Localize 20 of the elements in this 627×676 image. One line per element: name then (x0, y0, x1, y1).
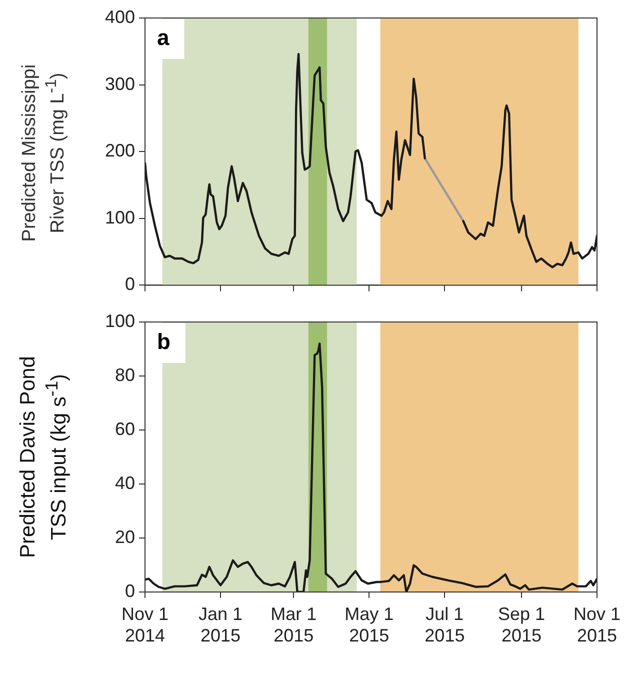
x-tick-label: Sep 1 2015 (498, 604, 545, 646)
x-tick-label: Nov 1 2014 (121, 604, 169, 646)
annotation: b (157, 329, 170, 354)
annotation: a (157, 25, 170, 50)
y-tick-label: 60 (114, 418, 135, 439)
y-tick-label: 40 (114, 472, 135, 493)
y-tick-label: 80 (114, 364, 135, 385)
y-tick-label: 0 (124, 580, 135, 601)
y-tick-label: 100 (104, 207, 135, 228)
x-tick-label: Jul 1 2015 (424, 604, 465, 646)
x-tick-label: May 1 2015 (344, 604, 394, 646)
y-tick-label: 0 (124, 274, 135, 294)
x-tick-label: Jan 1 2015 (198, 604, 243, 646)
y-tick-label: 300 (104, 74, 135, 94)
y-tick-label: 400 (104, 6, 135, 27)
y-tick-label: 20 (114, 526, 135, 547)
y-tick-label: 100 (104, 310, 135, 331)
x-tick-label: Mar 1 2015 (270, 604, 317, 646)
y-tick-label: 200 (104, 140, 135, 161)
x-tick-label: Nov 1 2015 (573, 604, 621, 646)
